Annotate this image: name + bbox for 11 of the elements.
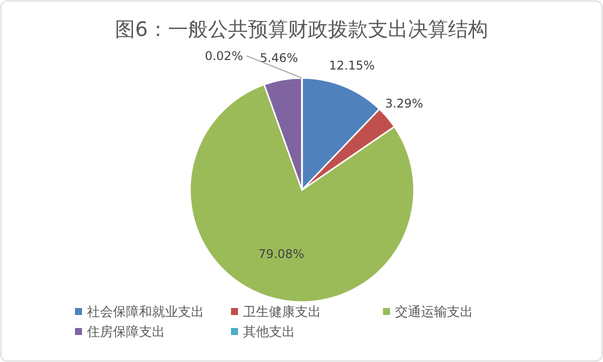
data-label: 0.02% [204, 49, 243, 63]
legend-label: 交通运输支出 [395, 304, 473, 320]
data-label: 79.08% [258, 246, 304, 261]
data-label: 5.46% [260, 50, 298, 65]
legend-label: 卫生健康支出 [243, 305, 321, 320]
legend-label: 住房保障支出 [86, 324, 165, 340]
data-label: 12.15% [329, 58, 375, 73]
chart-title: 图6：一般公共预算财政拨款支出决算结构 [115, 17, 488, 41]
legend-label: 社会保障和就业支出 [87, 305, 204, 320]
data-label: 3.29% [385, 96, 424, 110]
legend-label: 其他支出 [243, 325, 295, 340]
